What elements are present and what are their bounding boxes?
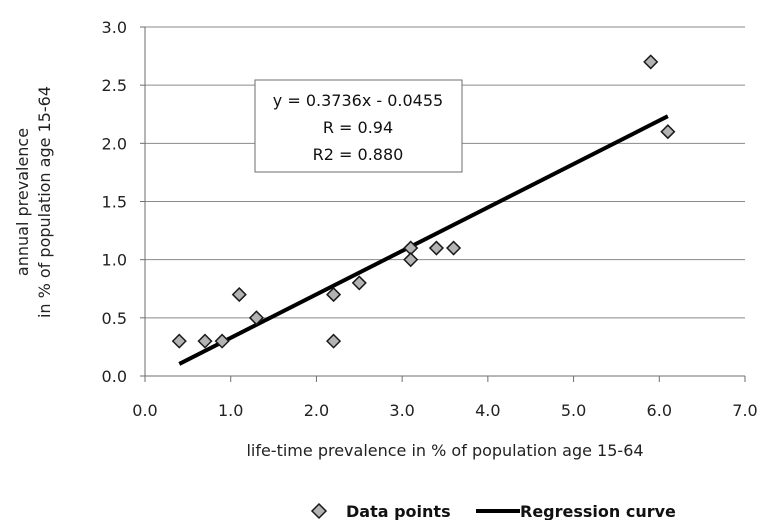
y-tick-label: 0.5	[102, 309, 127, 328]
data-point	[231, 287, 247, 303]
y-tick-label: 1.5	[102, 193, 127, 212]
regression-line	[178, 114, 669, 366]
data-point	[197, 333, 213, 349]
legend-marker-data-points	[310, 502, 328, 520]
y-tick-label: 1.0	[102, 251, 127, 270]
data-point	[171, 333, 187, 349]
tick-label-layer: 0.0 0.5 1.0 1.5 2.0 2.5 3.0 0.0 1.0 2.0 3.0 4.0 5.0 6…	[102, 18, 758, 420]
x-axis-title: life-time prevalence in % of population …	[246, 441, 643, 460]
x-tick-label: 6.0	[647, 401, 672, 420]
legend: Data points Regression curve	[310, 502, 676, 520]
legend-label-data-points: Data points	[346, 502, 451, 520]
data-point	[660, 124, 676, 140]
data-point	[643, 54, 659, 70]
y-tick-label: 2.0	[102, 134, 127, 153]
data-point	[326, 333, 342, 349]
x-tick-label: 3.0	[389, 401, 414, 420]
data-point	[248, 310, 264, 326]
data-point	[446, 240, 462, 256]
data-point	[351, 275, 367, 291]
annotation-r2: R2 = 0.880	[313, 145, 404, 164]
data-point	[403, 252, 419, 268]
data-point-layer	[171, 54, 676, 349]
data-point	[326, 287, 342, 303]
x-tick-label: 7.0	[732, 401, 757, 420]
annotation-r: R = 0.94	[323, 118, 393, 137]
regression-annotation: y = 0.3736x - 0.0455 R = 0.94 R2 = 0.880	[254, 79, 463, 173]
axis-layer	[140, 26, 746, 382]
y-tick-label: 3.0	[102, 18, 127, 37]
x-tick-label: 1.0	[218, 401, 243, 420]
legend-label-regression: Regression curve	[520, 502, 676, 520]
annotation-box	[254, 79, 463, 173]
x-tick-label: 4.0	[475, 401, 500, 420]
x-tick-label: 0.0	[132, 401, 157, 420]
regression-layer	[178, 114, 669, 366]
data-point	[428, 240, 444, 256]
y-tick-label: 2.5	[102, 76, 127, 95]
x-tick-label: 5.0	[561, 401, 586, 420]
annotation-equation: y = 0.3736x - 0.0455	[273, 91, 443, 110]
y-axis-title-line-1: annual prevalence	[13, 128, 32, 276]
data-point	[214, 333, 230, 349]
y-tick-label: 0.0	[102, 367, 127, 386]
y-axis-title-line-2: in % of population age 15-64	[35, 86, 54, 318]
x-tick-label: 2.0	[304, 401, 329, 420]
y-axis-title: annual prevalence in % of population age…	[13, 86, 54, 318]
